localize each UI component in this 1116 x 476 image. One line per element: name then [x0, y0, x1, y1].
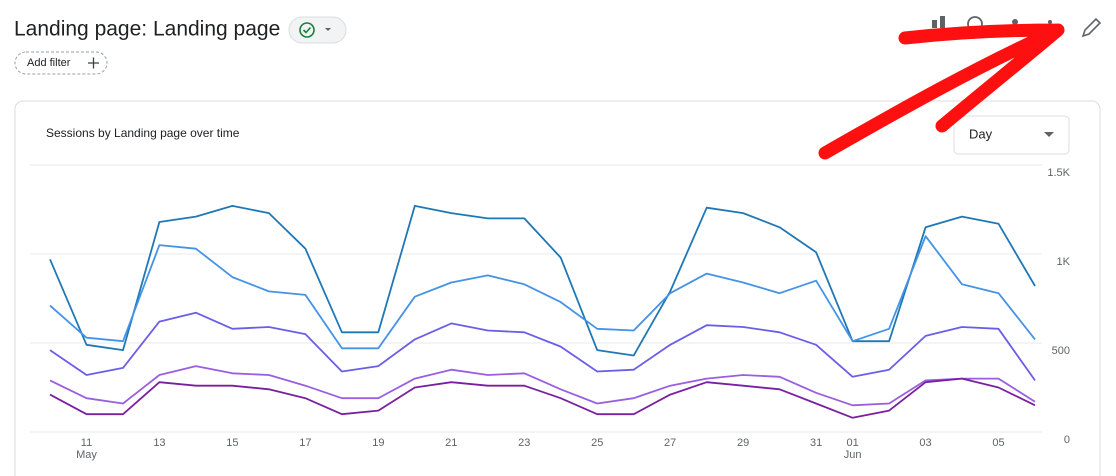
check-icon	[299, 22, 315, 38]
red-arrow	[818, 23, 1065, 160]
y-tick-label: 500	[1052, 345, 1070, 357]
x-tick-label: 25	[591, 437, 603, 449]
y-tick-label: 1K	[1057, 256, 1071, 268]
y-tick-label: 1.5K	[1047, 167, 1070, 179]
dropdown-caret	[1044, 132, 1054, 137]
annotation-arrow	[818, 23, 1065, 160]
icon-share[interactable]	[1012, 19, 1018, 25]
chip-caret	[325, 28, 331, 31]
page-title: Landing page: Landing page	[14, 18, 280, 41]
icon-insights[interactable]	[940, 16, 945, 28]
x-month-label: Jun	[844, 449, 862, 461]
x-tick-label: 23	[518, 437, 530, 449]
granularity-dropdown[interactable]: Day	[953, 115, 1070, 155]
x-tick-label: 15	[226, 437, 238, 449]
chart-title: Sessions by Landing page over time	[46, 126, 240, 140]
plus-icon	[88, 57, 99, 69]
filter-label: Add filter	[27, 57, 71, 69]
x-tick-label: 29	[737, 437, 749, 449]
x-tick-label: 13	[153, 437, 165, 449]
chip-bg	[288, 16, 347, 44]
add-filter-button[interactable]: Add filter	[14, 51, 108, 75]
dropdown-bg	[953, 115, 1070, 155]
x-tick-label: 05	[992, 437, 1004, 449]
x-tick-label: 03	[919, 437, 931, 449]
plot: 0 500 1K 1.5K 11 13 15 17 19 21 23 25 27 29 31 01 03 05 Ma…	[30, 164, 1071, 461]
x-tick-label: 27	[664, 437, 676, 449]
dropdown-label: Day	[969, 126, 993, 141]
x-tick-label: 21	[445, 437, 457, 449]
series-line	[49, 365, 1036, 407]
series-line	[49, 205, 1036, 357]
x-tick-label: 19	[372, 437, 384, 449]
x-tick-label: 17	[299, 437, 311, 449]
y-tick-label: 0	[1064, 434, 1070, 446]
chart-card	[14, 100, 1101, 476]
status-chip[interactable]	[288, 16, 347, 44]
series-line	[49, 311, 1036, 381]
icon-compare[interactable]	[932, 20, 937, 28]
series-line	[49, 235, 1036, 350]
series-line	[49, 377, 1036, 419]
filter-bg	[14, 51, 108, 75]
x-tick-label: 31	[810, 437, 822, 449]
x-tick-label: 11	[81, 437, 92, 449]
x-month-label: May	[76, 449, 97, 461]
icon-edit[interactable]	[1081, 17, 1102, 38]
icon-more[interactable]	[1048, 20, 1052, 24]
x-tick-label: 01	[846, 437, 858, 449]
check-mark	[302, 26, 312, 34]
